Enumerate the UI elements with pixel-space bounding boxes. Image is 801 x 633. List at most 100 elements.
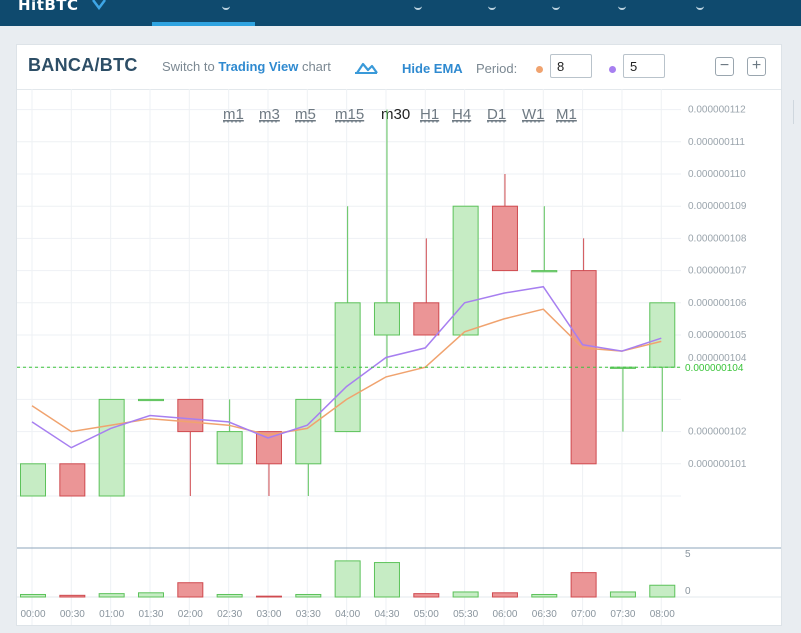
time-tick-label: 06:30 (532, 609, 557, 620)
period-label: Period: (476, 61, 518, 76)
chart-header: BANCA/BTC Switch to Trading View chart H… (17, 45, 781, 90)
price-tick-label: 0.000000108 (688, 233, 747, 244)
timeframe-selector: m1 m3 m5 m15 m30 H1 H4 D1 W1 M1 (223, 106, 577, 123)
price-tick-label: 0.000000102 (688, 427, 747, 438)
timeframe-m5[interactable]: m5 (295, 106, 316, 123)
candle-body (609, 366, 636, 369)
time-tick-label: 02:00 (178, 609, 203, 620)
time-tick-label: 04:30 (374, 609, 399, 620)
volume-bar (334, 560, 361, 598)
candle-body (295, 398, 322, 465)
volume-bar (59, 594, 86, 598)
chart-panel: BANCA/BTC Switch to Trading View chart H… (16, 44, 782, 626)
price-tick-label: 0.000000111 (688, 137, 745, 148)
price-tick-label: 0.000000101 (688, 459, 747, 470)
time-tick-label: 05:00 (414, 609, 439, 620)
volume-bar (137, 592, 164, 598)
volume-bar (98, 593, 125, 598)
price-tick-label: 0.000000107 (688, 266, 747, 277)
volume-bar (491, 592, 518, 598)
volume-bar (649, 584, 676, 598)
candle-body (98, 398, 125, 497)
side-panel-edge (793, 100, 801, 124)
time-tick-label: 03:30 (296, 609, 321, 620)
volume-bar (531, 593, 558, 598)
time-tick-label: 04:00 (335, 609, 360, 620)
zoom-in-button[interactable]: + (747, 57, 766, 76)
switch-chart-text: Switch to Trading View chart (162, 59, 331, 74)
price-tick-label: 0.000000106 (688, 298, 747, 309)
time-tick-label: 07:30 (610, 609, 635, 620)
time-tick-label: 00:00 (20, 609, 45, 620)
trading-view-icon[interactable] (353, 59, 379, 75)
price-tick-label: 0.000000112 (688, 105, 746, 116)
candle-body (216, 431, 243, 465)
volume-bar (373, 562, 400, 598)
candle-body (649, 302, 676, 368)
volume-tick-label: 5 (685, 549, 691, 560)
time-tick-label: 00:30 (60, 609, 85, 620)
candle-body (177, 398, 204, 433)
volume-bar (255, 595, 282, 598)
price-tick-label: 0.000000109 (688, 201, 747, 212)
timeframe-m3[interactable]: m3 (259, 106, 280, 123)
nav-item-fragment[interactable] (618, 2, 626, 10)
volume-bar (216, 593, 243, 598)
time-tick-label: 01:00 (99, 609, 124, 620)
time-tick-label: 01:30 (138, 609, 163, 620)
volume-axis: 50 (685, 549, 691, 597)
ema-period-8-input[interactable] (550, 54, 592, 78)
timeframe-D1[interactable]: D1 (487, 106, 506, 123)
nav-item-fragment[interactable] (414, 2, 422, 10)
price-tick-label: 0.000000104 (688, 353, 747, 364)
volume-bars (20, 560, 676, 598)
candle-body (531, 270, 558, 273)
candle-body (491, 205, 518, 272)
timeframe-H4[interactable]: H4 (452, 106, 471, 123)
price-tick-label: 0.000000110 (688, 169, 746, 180)
last-price-marker: 0.000000104 (17, 363, 744, 374)
candle-body (413, 302, 440, 336)
time-tick-label: 08:00 (650, 609, 675, 620)
zoom-out-button[interactable]: − (715, 57, 734, 76)
timeframe-m15[interactable]: m15 (335, 106, 364, 123)
price-tick-label: 0.000000105 (688, 330, 747, 341)
timeframe-m1[interactable]: m1 (223, 106, 244, 123)
hitbtc-logo[interactable]: HitBTC (18, 0, 79, 14)
candle-body (452, 205, 479, 336)
candle-body (255, 431, 282, 465)
timeframe-H1[interactable]: H1 (420, 106, 439, 123)
candle-body (20, 463, 46, 497)
time-tick-label: 07:00 (571, 609, 596, 620)
ema-5-line (31, 285, 662, 449)
nav-item-fragment[interactable] (488, 2, 496, 10)
time-axis: 00:00 00:30 01:00 01:30 02:00 02:30 03:00 03:30… (20, 609, 675, 620)
nav-item-fragment[interactable] (552, 2, 560, 10)
ema-8-color-dot (536, 66, 543, 73)
active-nav-indicator (152, 22, 255, 26)
nav-item-fragment[interactable] (696, 2, 704, 10)
logo-wing-icon (92, 0, 106, 10)
candlestick-chart: m1 m3 m5 m15 m30 H1 H4 D1 W1 M1 0.000000101 0.0000… (17, 89, 781, 625)
last-price-label: 0.000000104 (685, 363, 744, 374)
timeframe-W1[interactable]: W1 (522, 106, 545, 123)
ema-5-color-dot (609, 66, 616, 73)
volume-bar (177, 582, 204, 598)
ema-8-line (31, 308, 662, 436)
volume-bar (413, 593, 440, 598)
trading-view-link[interactable]: Trading View (218, 59, 299, 74)
volume-bar (295, 593, 322, 598)
time-tick-label: 03:00 (256, 609, 281, 620)
candle-body (373, 302, 400, 336)
timeframe-M1[interactable]: M1 (556, 106, 577, 123)
volume-bar (609, 591, 636, 598)
pair-title: BANCA/BTC (28, 55, 138, 75)
timeframe-m30[interactable]: m30 (381, 106, 410, 123)
ema-period-5-input[interactable] (623, 54, 665, 78)
volume-tick-label: 0 (685, 586, 691, 597)
hide-ema-button[interactable]: Hide EMA (402, 61, 463, 76)
volume-bar (20, 593, 46, 598)
nav-item-fragment[interactable] (222, 2, 230, 10)
candle-body (137, 398, 164, 402)
time-tick-label: 06:00 (492, 609, 517, 620)
